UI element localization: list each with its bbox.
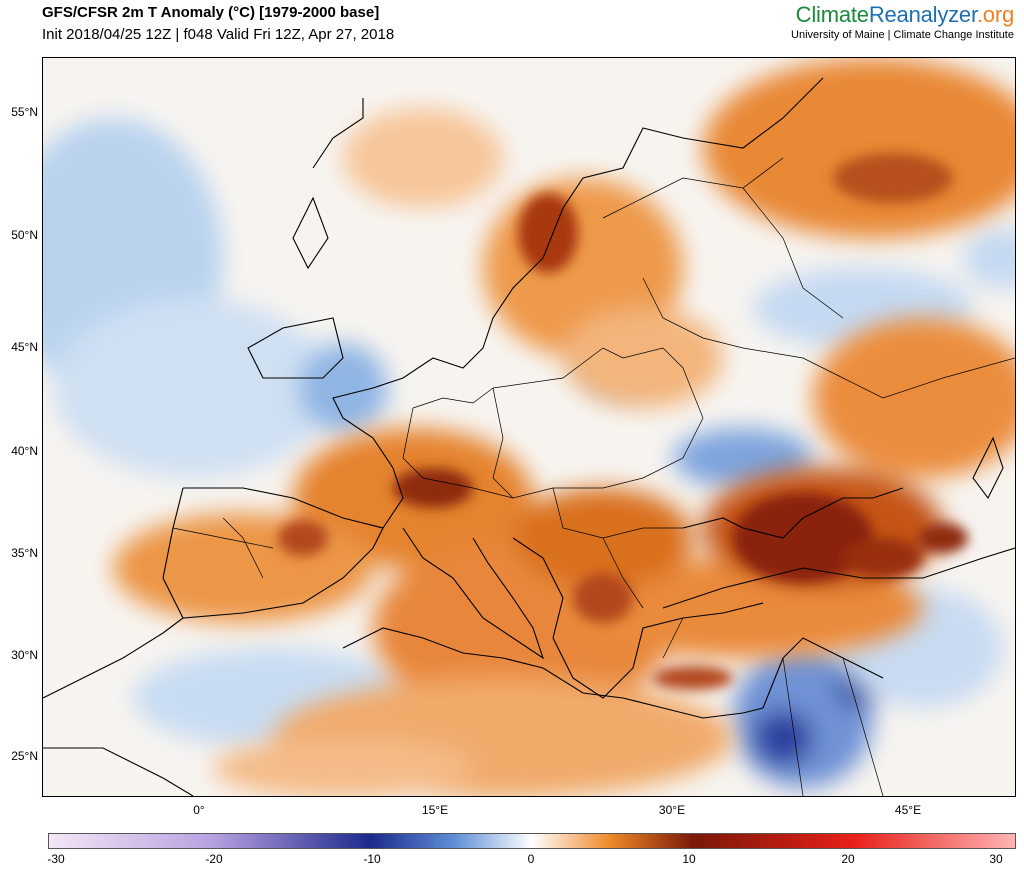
border-layer	[172, 157, 1015, 796]
brand-tagline: University of Maine | Climate Change Ins…	[791, 29, 1014, 41]
lon-label-15e: 15°E	[421, 803, 449, 817]
lat-label-35n: 35°N	[11, 546, 38, 560]
lat-label-25n: 25°N	[11, 749, 38, 763]
colorbar-label-neg20: -20	[205, 852, 223, 866]
brand-logo-climate: Climate	[795, 2, 869, 27]
colorbar-label-pos10: 10	[682, 852, 696, 866]
colorbar-label-pos20: 20	[841, 852, 855, 866]
anomaly-map-svg	[43, 58, 1015, 796]
coastline-layer	[43, 77, 1015, 796]
anomaly-map[interactable]	[42, 57, 1016, 797]
brand-logo[interactable]: ClimateReanalyzer.org	[791, 2, 1015, 28]
lat-label-40n: 40°N	[11, 444, 38, 458]
map-subtitle: Init 2018/04/25 12Z | f048 Valid Fri 12Z…	[42, 26, 395, 43]
colorbar-label-neg10: -10	[363, 852, 381, 866]
colorbar-label-zero: 0	[527, 852, 535, 866]
brand-logo-reanalyzer: Reanalyzer	[868, 2, 977, 27]
lon-label-0: 0°	[193, 803, 205, 817]
brand-block[interactable]: ClimateReanalyzer.org University of Main…	[791, 2, 1014, 41]
lat-label-45n: 45°N	[11, 340, 38, 354]
map-title: GFS/CFSR 2m T Anomaly (°C) [1979-2000 ba…	[42, 4, 380, 21]
hot-core-layer	[278, 153, 968, 690]
lat-label-30n: 30°N	[11, 648, 38, 662]
colorbar-label-pos30: 30	[989, 852, 1003, 866]
brand-logo-org: .org	[976, 2, 1014, 27]
lon-label-45e: 45°E	[894, 803, 922, 817]
lon-label-30e: 30°E	[658, 803, 686, 817]
colorbar-label-neg30: -30	[47, 852, 65, 866]
colorbar	[48, 833, 1016, 849]
lat-label-50n: 50°N	[11, 228, 38, 242]
lat-label-55n: 55°N	[11, 105, 38, 119]
